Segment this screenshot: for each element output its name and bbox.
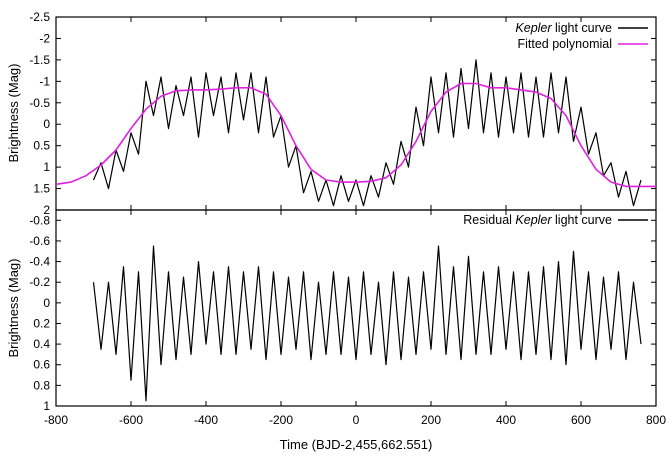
y-tick-label: 0 <box>43 296 50 310</box>
x-tick-label: -400 <box>194 413 218 427</box>
legend-residual-kepler-light-curve: Residual Kepler light curve <box>463 213 612 227</box>
legend-light-curve-text: light curve <box>552 21 612 35</box>
bottom-legend: Residual Kepler light curve <box>463 213 648 227</box>
series-line-fitted-polynomial <box>55 82 656 188</box>
x-tick-label: -600 <box>119 413 143 427</box>
top-y-axis-label: Brightness (Mag) <box>6 64 21 163</box>
y-tick-label: 1 <box>43 399 50 413</box>
x-tick-label: -800 <box>44 413 68 427</box>
y-tick-label: -1 <box>39 74 50 88</box>
x-tick-label: 200 <box>421 413 441 427</box>
series-line-residual-kepler-light-curve <box>92 245 642 402</box>
y-tick-label: 1.5 <box>33 182 50 196</box>
legend-residual-kepler-italic: Kepler <box>515 213 552 227</box>
bottom-panel-frame <box>55 209 657 407</box>
legend-kepler-italic: Kepler <box>515 21 552 35</box>
legend-residual-text: Residual <box>463 213 515 227</box>
y-tick-label: 0.4 <box>33 337 50 351</box>
bottom-y-axis-label: Brightness (Mag) <box>6 259 21 358</box>
y-tick-label: 0.6 <box>33 358 50 372</box>
y-tick-label: 0.8 <box>33 378 50 392</box>
top-panel-y-ticks: -2.5 -2 -1.5 -1 -0.5 0 0.5 1 1.5 2 <box>29 10 656 217</box>
y-tick-label: -0.2 <box>29 275 50 289</box>
y-tick-label: -0.5 <box>29 96 50 110</box>
y-tick-label: -2.5 <box>29 10 50 24</box>
x-axis-ticks: -800 -600 -400 -200 0 200 400 600 800 <box>44 17 666 427</box>
legend-fitted-polynomial: Fitted polynomial <box>518 37 613 51</box>
x-tick-label: 800 <box>646 413 666 427</box>
y-tick-label: 0.5 <box>33 139 50 153</box>
legend-residual-light-curve-text: light curve <box>552 213 612 227</box>
x-tick-label: 600 <box>571 413 591 427</box>
top-legend: Kepler light curve Fitted polynomial <box>515 21 648 51</box>
bottom-panel-y-ticks: -0.8 -0.6 -0.4 -0.2 0 0.2 0.4 0.6 0.8 1 <box>29 213 656 413</box>
legend-kepler-light-curve: Kepler light curve <box>515 21 612 35</box>
y-tick-label: 2 <box>43 203 50 217</box>
y-tick-label: -2 <box>39 31 50 45</box>
y-tick-label: -0.8 <box>29 213 50 227</box>
y-tick-label: -1.5 <box>29 53 50 67</box>
x-tick-label: 400 <box>496 413 516 427</box>
y-tick-label: 0.2 <box>33 316 50 330</box>
series-line-kepler-light-curve <box>92 59 642 207</box>
y-tick-label: -0.4 <box>29 255 50 269</box>
x-tick-label: 0 <box>353 413 360 427</box>
bottom-panel-series <box>92 245 642 402</box>
y-tick-label: 0 <box>43 117 50 131</box>
y-tick-label: 1 <box>43 160 50 174</box>
x-axis-label: Time (BJD-2,455,662.551) <box>280 437 433 452</box>
y-tick-label: -0.6 <box>29 234 50 248</box>
top-panel-series <box>55 59 656 207</box>
x-tick-label: -200 <box>269 413 293 427</box>
